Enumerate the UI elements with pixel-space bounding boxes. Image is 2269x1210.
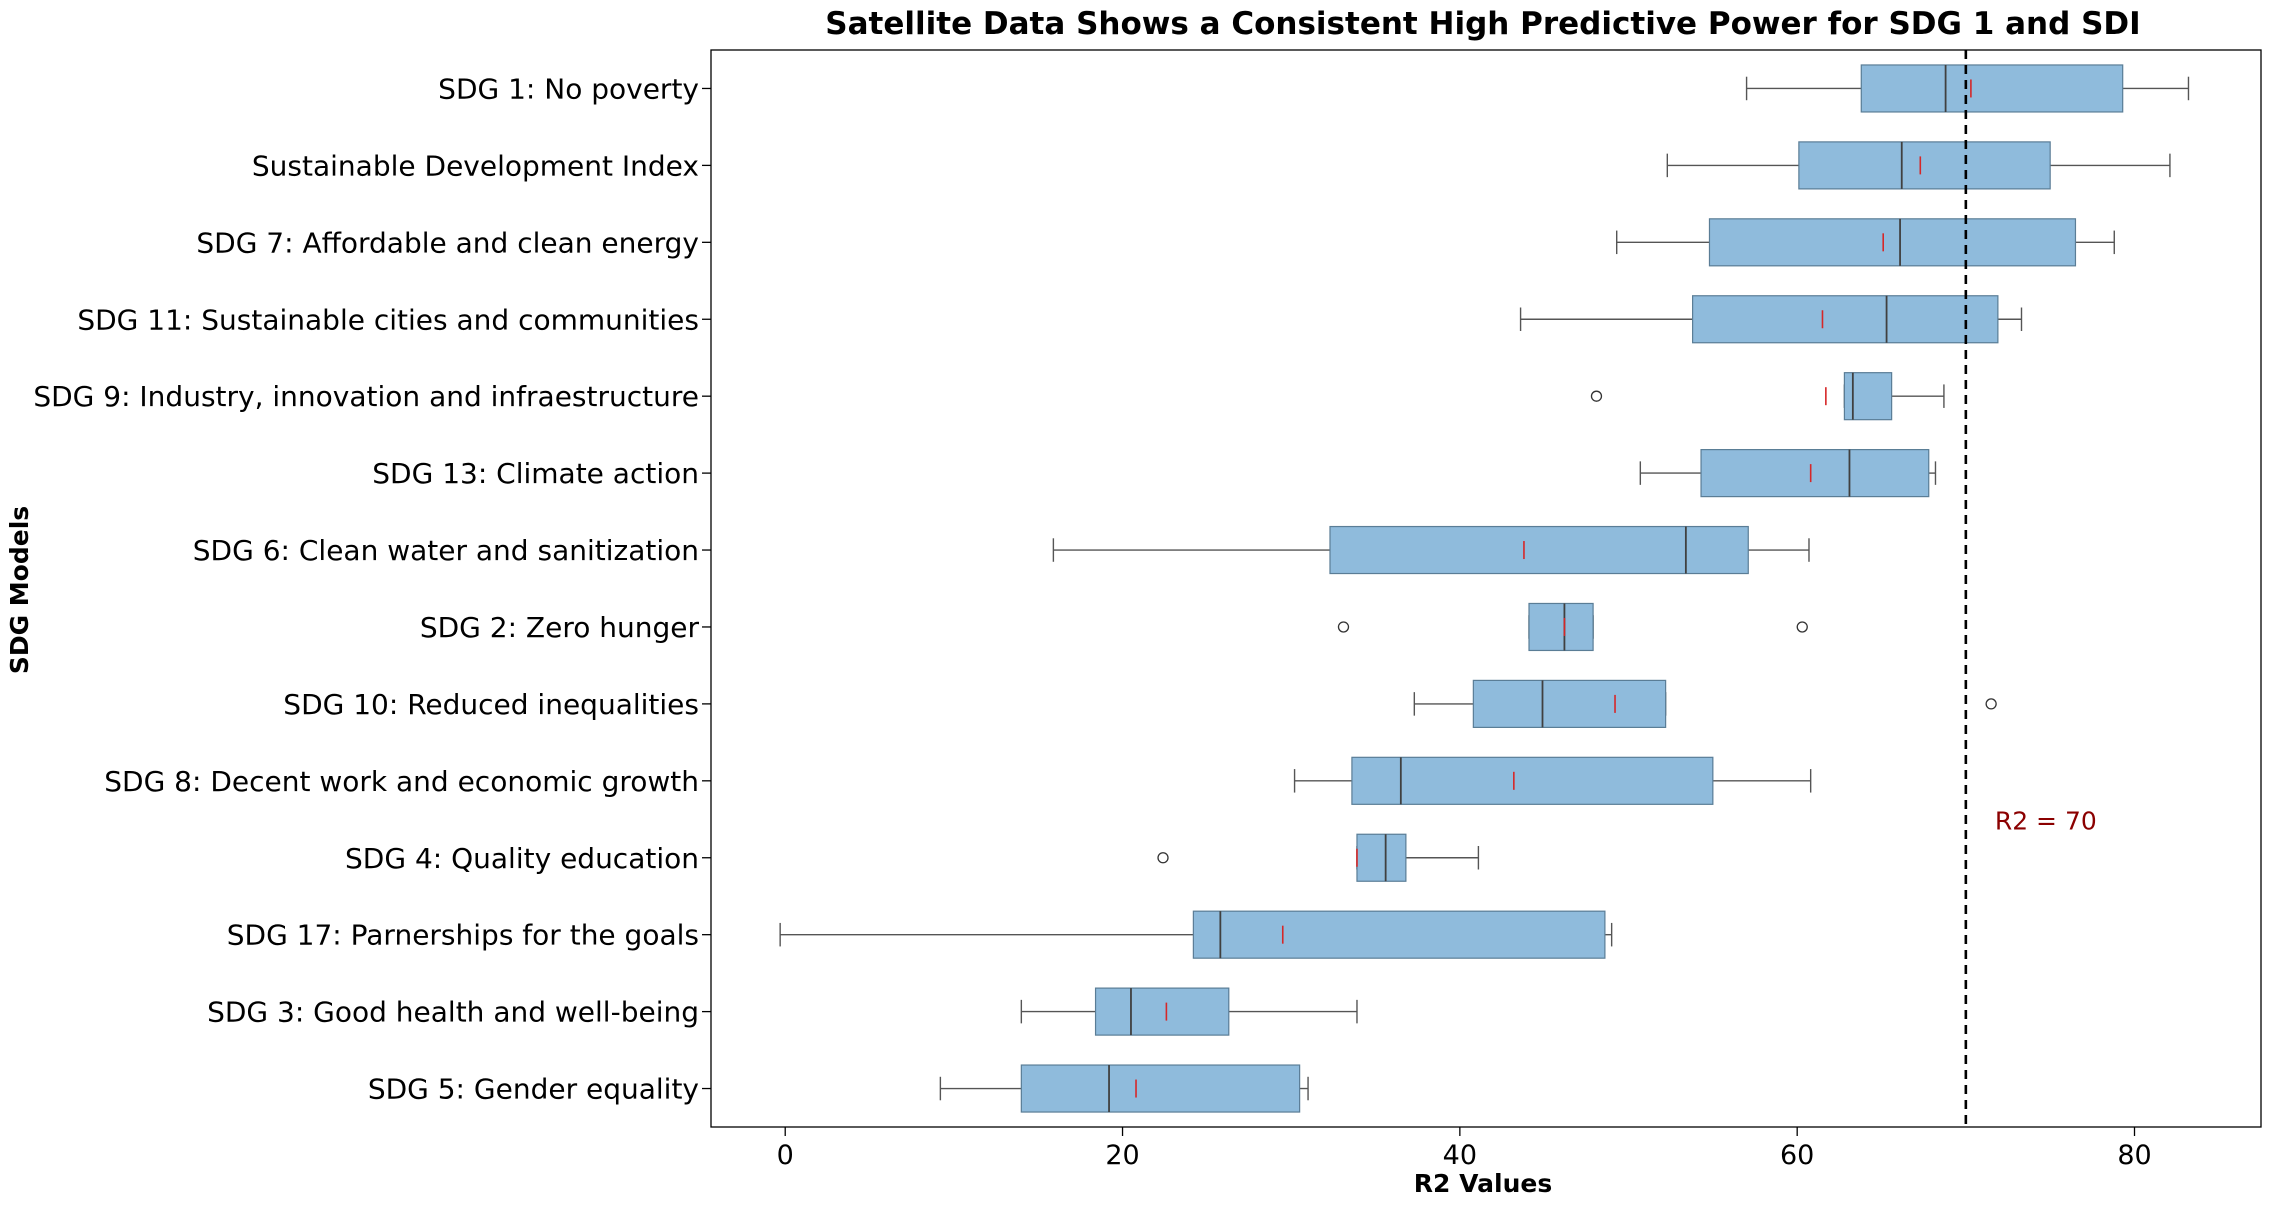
x-tick-label: 60 <box>1780 1140 1814 1171</box>
outlier-point <box>1157 852 1169 864</box>
y-tick-label: SDG 11: Sustainable cities and communiti… <box>77 303 699 336</box>
y-tick-label: Sustainable Development Index <box>252 149 699 182</box>
x-tick-label: 40 <box>1443 1140 1477 1171</box>
y-tick-label: SDG 5: Gender equality <box>368 1073 699 1106</box>
outlier-point <box>1796 621 1808 633</box>
iqr-box <box>1798 141 2051 190</box>
y-tick-label: SDG 7: Affordable and clean energy <box>196 226 699 259</box>
iqr-box <box>1860 64 2124 113</box>
iqr-box <box>1329 525 1749 575</box>
x-tick-label: 20 <box>1105 1140 1139 1171</box>
iqr-box <box>1356 833 1407 882</box>
outlier-point <box>1985 698 1997 710</box>
y-tick-label: SDG 17: Parnerships for the goals <box>227 919 699 952</box>
iqr-box <box>1843 372 1893 421</box>
reference-line-label: R2 = 70 <box>1995 806 2097 835</box>
plot-frame <box>710 49 2262 1128</box>
outlier-point <box>1590 390 1603 402</box>
chart-title: Satellite Data Shows a Consistent High P… <box>825 6 2140 42</box>
y-tick-label: SDG 10: Reduced inequalities <box>283 688 699 721</box>
y-tick-label: SDG 1: No poverty <box>438 72 699 105</box>
y-axis-label: SDG Models <box>5 506 34 674</box>
iqr-box <box>1192 910 1606 959</box>
iqr-box <box>1094 987 1230 1036</box>
y-tick-label: SDG 4: Quality education <box>345 842 699 875</box>
plot-area: 0 20 40 60 80 SDG 1: No poverty Sustainable De… <box>33 49 2262 1171</box>
iqr-box <box>1472 679 1667 728</box>
y-tick-label: SDG 3: Good health and well-being <box>207 996 699 1029</box>
x-tick-label: 0 <box>777 1140 794 1171</box>
iqr-box <box>1692 295 1999 344</box>
y-tick-label: SDG 13: Climate action <box>372 457 699 490</box>
iqr-box <box>1020 1064 1301 1113</box>
x-axis-label: R2 Values <box>1414 1169 1552 1198</box>
y-tick-label: SDG 9: Industry, innovation and infraest… <box>33 380 699 413</box>
outlier-point <box>1337 621 1350 633</box>
x-tick-label: 80 <box>2117 1140 2151 1171</box>
iqr-box <box>1700 449 1930 498</box>
y-tick-label: SDG 6: Clean water and sanitization <box>193 534 699 567</box>
y-tick-label: SDG 2: Zero hunger <box>420 611 700 644</box>
iqr-box <box>1708 218 2077 267</box>
y-tick-label: SDG 8: Decent work and economic growth <box>104 765 699 798</box>
iqr-box <box>1351 756 1714 805</box>
iqr-box <box>1528 602 1594 652</box>
